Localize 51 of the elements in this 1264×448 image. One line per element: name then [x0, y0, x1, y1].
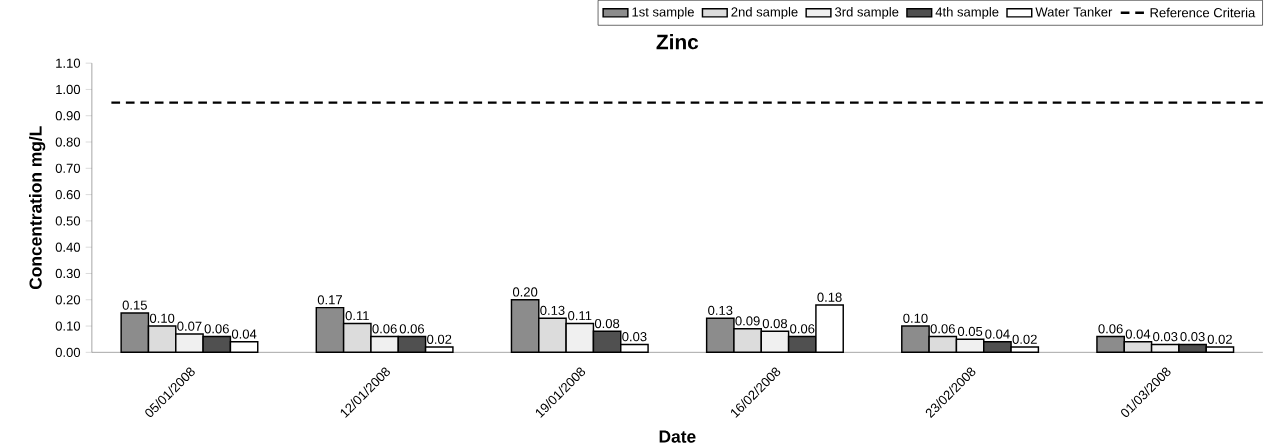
- data-label: 0.08: [594, 319, 620, 329]
- data-label: 0.13: [708, 305, 733, 316]
- data-label: 0.02: [1207, 334, 1232, 345]
- y-tick-label: 0.00: [55, 347, 81, 358]
- data-label: 0.02: [427, 334, 452, 345]
- data-label: 0.04: [231, 329, 257, 339]
- y-tick-label: 0.30: [55, 269, 81, 279]
- data-label: 0.02: [1012, 334, 1037, 345]
- data-label: 0.07: [177, 321, 202, 331]
- data-label: 0.18: [817, 292, 842, 303]
- y-tick-label: 0.90: [55, 111, 81, 121]
- y-tick-label: 0.70: [55, 163, 81, 174]
- data-label: 0.11: [345, 311, 369, 321]
- data-label: 0.03: [622, 332, 647, 342]
- data-label: 0.06: [204, 324, 229, 334]
- legend-label: 1st sample: [632, 7, 694, 20]
- y-tick-label: 0.40: [55, 242, 81, 253]
- data-label: 0.06: [1098, 324, 1123, 334]
- legend-label: 2nd sample: [731, 7, 798, 20]
- data-label: 0.05: [957, 327, 983, 337]
- legend-label: Reference Criteria: [1150, 8, 1256, 18]
- y-tick-label: 0.60: [55, 190, 81, 200]
- y-tick-label: 0.20: [55, 295, 81, 305]
- data-label: 0.06: [790, 324, 815, 334]
- data-label: 0.10: [903, 313, 928, 324]
- data-label: 0.04: [985, 329, 1010, 339]
- data-label: 0.08: [762, 319, 788, 329]
- data-label: 0.13: [540, 305, 565, 316]
- legend-label: Water Tanker: [1035, 7, 1113, 17]
- legend-label: 3rd sample: [835, 7, 899, 20]
- data-label: 0.15: [122, 300, 147, 310]
- y-tick-label: 1.10: [56, 58, 81, 68]
- data-label: 0.17: [317, 295, 342, 305]
- data-label: 0.04: [1125, 329, 1151, 339]
- data-label: 0.03: [1153, 332, 1178, 342]
- data-label: 0.06: [930, 324, 955, 334]
- data-label: 0.09: [735, 316, 760, 326]
- x-axis-title: Date: [659, 430, 696, 443]
- legend-label: 4th sample: [935, 7, 999, 20]
- y-tick-label: 0.10: [55, 321, 81, 331]
- y-tick-label: 1.00: [56, 85, 81, 95]
- y-tick-label: 0.80: [55, 137, 81, 147]
- y-axis-title: Concentration mg/L: [29, 126, 46, 290]
- data-label: 0.06: [372, 324, 397, 334]
- data-label: 0.20: [512, 287, 538, 297]
- y-tick-label: 0.50: [55, 216, 81, 226]
- data-label: 0.06: [399, 324, 425, 334]
- data-label: 0.10: [149, 313, 175, 324]
- data-label: 0.11: [568, 311, 592, 321]
- chart-title: Zinc: [656, 34, 699, 50]
- data-label: 0.03: [1180, 332, 1205, 342]
